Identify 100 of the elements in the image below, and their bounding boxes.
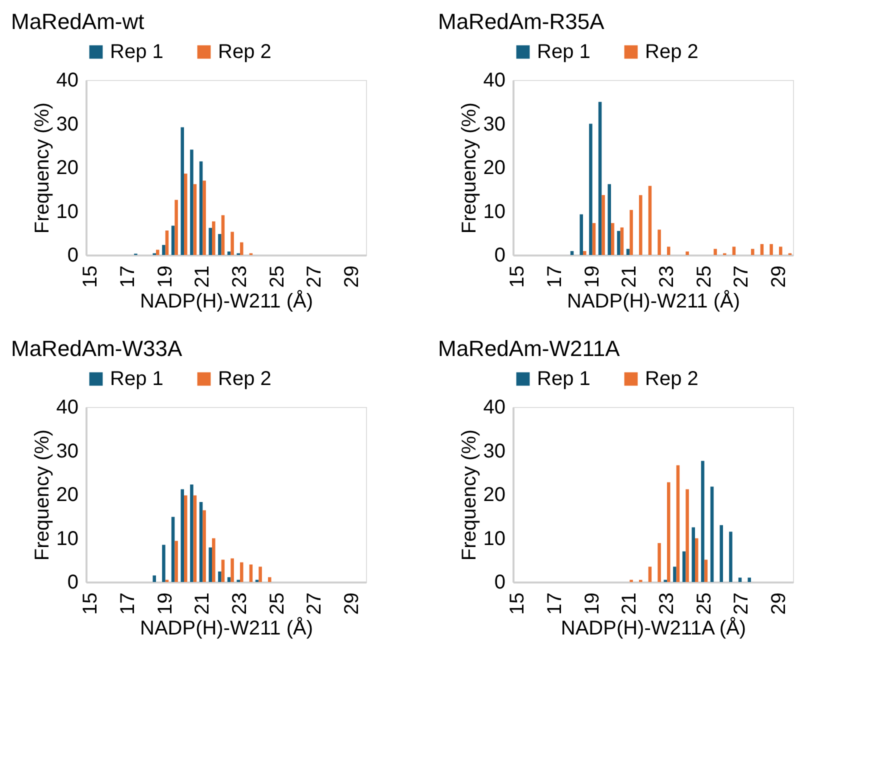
bar <box>611 223 614 255</box>
x-tick-label: 23 <box>656 592 678 615</box>
bar <box>648 186 652 255</box>
bar <box>268 577 272 582</box>
bar <box>583 251 586 255</box>
bar <box>193 184 197 255</box>
chart-title: MaRedAm-R35A <box>438 9 605 34</box>
bar <box>686 489 689 582</box>
bar <box>218 572 222 582</box>
bar <box>230 232 234 255</box>
bar <box>199 161 203 255</box>
bar <box>208 547 212 582</box>
y-tick-label: 10 <box>483 200 506 223</box>
bar <box>249 564 253 582</box>
bar <box>608 184 611 255</box>
bar <box>667 482 670 582</box>
bar <box>779 246 782 255</box>
bar <box>692 527 695 582</box>
x-tick-label: 27 <box>304 592 326 615</box>
x-axis-title: NADP(H)-W211 (Å) <box>140 616 313 640</box>
bar <box>180 127 184 255</box>
bar <box>162 244 166 255</box>
chart-title: MaRedAm-wt <box>11 9 144 34</box>
bar <box>152 575 156 582</box>
bar <box>617 230 620 255</box>
x-tick-label: 27 <box>730 266 753 288</box>
x-axis-title: NADP(H)-W211 (Å) <box>567 290 740 313</box>
bar <box>592 223 596 255</box>
x-tick-label: 17 <box>544 266 566 288</box>
bar <box>589 124 592 255</box>
bar <box>602 195 605 255</box>
bar <box>770 244 773 255</box>
y-axis-title: Frequency (%) <box>458 429 480 561</box>
x-tick-label: 29 <box>768 592 790 615</box>
legend-label: Rep 2 <box>645 41 698 63</box>
bar <box>258 566 262 582</box>
x-tick-label: 17 <box>544 592 566 615</box>
bar <box>190 150 194 255</box>
bar <box>760 244 764 255</box>
legend-label: Rep 1 <box>110 368 164 390</box>
bar <box>240 242 244 255</box>
legend-label: Rep 2 <box>218 368 272 390</box>
bar <box>218 234 222 255</box>
legend-label: Rep 1 <box>110 41 164 63</box>
bar <box>221 560 225 582</box>
legend-label: Rep 2 <box>218 41 272 63</box>
bar <box>639 195 642 255</box>
bar <box>732 246 736 255</box>
bar <box>673 566 676 582</box>
bar <box>701 460 704 582</box>
x-tick-label: 21 <box>192 266 214 288</box>
bar <box>165 230 169 255</box>
bar <box>193 495 197 582</box>
legend-label: Rep 2 <box>645 368 698 390</box>
y-tick-label: 40 <box>483 70 506 92</box>
y-tick-label: 20 <box>483 157 506 179</box>
bar <box>221 215 225 255</box>
y-tick-label: 30 <box>56 113 78 136</box>
y-tick-label: 20 <box>483 484 506 506</box>
bar <box>620 227 624 255</box>
x-tick-label: 27 <box>304 266 326 288</box>
x-tick-label: 23 <box>229 266 251 288</box>
bar <box>202 180 206 255</box>
bar <box>710 486 714 582</box>
legend-label: Rep 1 <box>537 368 590 390</box>
bar <box>598 102 602 255</box>
x-tick-label: 21 <box>192 592 214 615</box>
x-tick-label: 17 <box>117 592 139 615</box>
x-tick-label: 21 <box>618 592 641 615</box>
y-axis-title: Frequency (%) <box>458 102 480 234</box>
x-tick-label: 19 <box>154 266 176 288</box>
x-tick-label: 19 <box>581 266 604 288</box>
legend-label: Rep 1 <box>537 41 590 63</box>
bar <box>626 248 630 255</box>
y-tick-label: 0 <box>67 244 78 266</box>
bar <box>748 578 751 582</box>
x-tick-label: 17 <box>117 266 139 288</box>
x-tick-label: 19 <box>581 592 604 615</box>
bar <box>174 200 178 255</box>
y-tick-label: 40 <box>56 396 78 418</box>
y-tick-label: 30 <box>56 440 78 462</box>
x-tick-label: 19 <box>154 592 176 615</box>
bar <box>720 525 723 582</box>
x-tick-label: 25 <box>266 592 288 615</box>
y-axis-title: Frequency (%) <box>31 429 54 561</box>
bar <box>686 252 689 255</box>
bar <box>212 538 216 582</box>
y-axis-title: Frequency (%) <box>31 102 54 234</box>
bar <box>676 465 680 582</box>
bar <box>570 251 574 255</box>
x-tick-label: 27 <box>730 592 753 615</box>
bar <box>171 516 175 582</box>
y-tick-label: 0 <box>67 572 78 594</box>
bar <box>695 538 698 582</box>
bar <box>180 489 184 582</box>
x-tick-label: 23 <box>656 266 678 288</box>
x-tick-label: 21 <box>618 266 641 288</box>
bar <box>667 246 670 255</box>
x-tick-label: 15 <box>80 266 102 288</box>
chart-title: MaRedAm-W211A <box>438 336 620 361</box>
